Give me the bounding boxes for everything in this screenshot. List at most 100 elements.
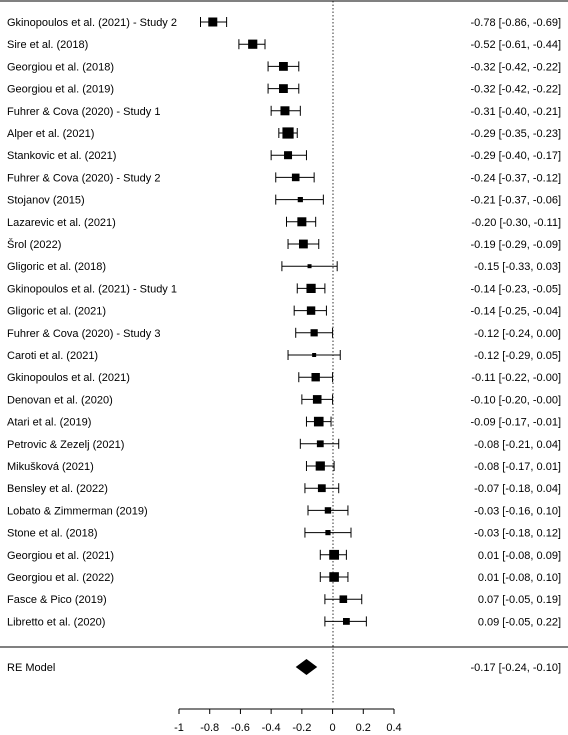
x-tick-label: -0.4 xyxy=(262,722,281,734)
estimate-square xyxy=(306,283,316,293)
estimate-square xyxy=(312,395,322,404)
study-row: Petrovic & Zezelj (2021) -0.08 [-0.21, 0.… xyxy=(7,438,561,451)
study-label: Stankovic et al. (2021) xyxy=(7,150,116,162)
ci-text: 0.01 [-0.08, 0.10] xyxy=(478,572,561,584)
study-label: Fasce & Pico (2019) xyxy=(7,594,107,606)
ci-text: -0.29 [-0.40, -0.17] xyxy=(471,150,562,162)
x-tick-label: -1 xyxy=(174,722,184,734)
study-row: Georgiou et al. (2022) 0.01 [-0.08, 0.10… xyxy=(7,572,561,584)
study-label: Georgiou et al. (2018) xyxy=(7,61,114,73)
ci-text: -0.14 [-0.23, -0.05] xyxy=(471,283,562,295)
ci-text: -0.32 [-0.42, -0.22] xyxy=(471,84,562,96)
ci-text: -0.19 [-0.29, -0.09] xyxy=(471,239,562,251)
x-tick-label: 0.2 xyxy=(356,722,371,734)
study-row: Lazarevic et al. (2021) -0.20 [-0.30, -0.… xyxy=(7,216,561,229)
estimate-square xyxy=(342,618,350,625)
estimate-square xyxy=(208,17,218,27)
study-label: Šrol (2022) xyxy=(7,238,61,251)
study-row: Sire et al. (2018) -0.52 [-0.61, -0.44] xyxy=(7,39,561,51)
study-row: Fuhrer & Cova (2020) - Study 2 -0.24 [-0.… xyxy=(7,172,561,184)
ci-text: -0.11 [-0.22, -0.00] xyxy=(471,372,561,384)
study-row: Fasce & Pico (2019) 0.07 [-0.05, 0.19] xyxy=(7,594,561,606)
estimate-square xyxy=(329,572,339,582)
estimate-square xyxy=(280,106,290,116)
ci-text: -0.29 [-0.35, -0.23] xyxy=(471,128,562,140)
study-label: Gkinopoulos et al. (2021) - Study 1 xyxy=(7,283,177,295)
study-row: Šrol (2022) -0.19 [-0.29, -0.09] xyxy=(7,238,561,251)
ci-text: -0.10 [-0.20, -0.00] xyxy=(471,394,562,406)
x-tick-label: -0.6 xyxy=(231,722,250,734)
ci-text: -0.08 [-0.17, 0.01] xyxy=(474,461,561,473)
summary-ci-text: -0.17 [-0.24, -0.10] xyxy=(471,662,562,674)
study-label: Petrovic & Zezelj (2021) xyxy=(7,439,124,451)
ci-text: -0.52 [-0.61, -0.44] xyxy=(471,39,562,51)
ci-text: 0.01 [-0.08, 0.09] xyxy=(478,550,561,562)
ci-text: -0.15 [-0.33, 0.03] xyxy=(474,261,561,273)
ci-text: -0.08 [-0.21, 0.04] xyxy=(474,439,561,451)
estimate-square xyxy=(307,264,312,269)
estimate-square xyxy=(306,306,316,315)
ci-text: -0.12 [-0.29, 0.05] xyxy=(474,350,561,362)
study-row: Gkinopoulos et al. (2021) - Study 1 -0.14… xyxy=(7,283,561,295)
study-row: Fuhrer & Cova (2020) - Study 1 -0.31 [-0.… xyxy=(7,105,561,118)
estimate-square xyxy=(284,151,293,160)
estimate-square xyxy=(313,416,324,427)
x-tick-label: -0.2 xyxy=(292,722,311,734)
study-row: Denovan et al. (2020) -0.10 [-0.20, -0.00… xyxy=(7,394,561,406)
ci-text: -0.09 [-0.17, -0.01] xyxy=(471,417,562,429)
study-row: Fuhrer & Cova (2020) - Study 3 -0.12 [-0.… xyxy=(7,327,561,340)
study-label: Georgiou et al. (2021) xyxy=(7,550,114,562)
estimate-square xyxy=(311,373,320,382)
study-label: Lobato & Zimmerman (2019) xyxy=(7,505,148,517)
estimate-square xyxy=(315,461,325,471)
x-tick-label: 0.4 xyxy=(386,722,401,734)
summary-diamond xyxy=(295,659,318,675)
study-label: Georgiou et al. (2019) xyxy=(7,84,114,96)
study-label: Libretto et al. (2020) xyxy=(7,616,105,628)
estimate-square xyxy=(291,173,300,182)
study-row: Stone et al. (2018) -0.03 [-0.18, 0.12] xyxy=(7,527,561,540)
estimate-square xyxy=(279,84,288,93)
study-label: Fuhrer & Cova (2020) - Study 1 xyxy=(7,106,160,118)
summary-label: RE Model xyxy=(7,662,55,674)
study-label: Fuhrer & Cova (2020) - Study 3 xyxy=(7,328,160,340)
ci-text: -0.12 [-0.24, 0.00] xyxy=(474,328,561,340)
ci-text: -0.78 [-0.86, -0.69] xyxy=(471,17,562,29)
study-row: Caroti et al. (2021) -0.12 [-0.29, 0.05] xyxy=(7,350,561,362)
study-label: Fuhrer & Cova (2020) - Study 2 xyxy=(7,172,160,184)
study-label: Denovan et al. (2020) xyxy=(7,394,113,406)
ci-text: -0.21 [-0.37, -0.06] xyxy=(471,195,562,207)
estimate-square xyxy=(324,507,332,514)
estimate-square xyxy=(312,353,317,357)
study-label: Atari et al. (2019) xyxy=(7,417,91,429)
estimate-square xyxy=(298,239,308,249)
estimate-square xyxy=(297,197,303,203)
study-label: Mikušková (2021) xyxy=(7,461,94,473)
study-label: Gkinopoulos et al. (2021) xyxy=(7,372,130,384)
study-row: Bensley et al. (2022) -0.07 [-0.18, 0.04] xyxy=(7,483,561,495)
estimate-square xyxy=(317,484,326,493)
study-row: Georgiou et al. (2021) 0.01 [-0.08, 0.09… xyxy=(7,549,561,562)
ci-text: -0.20 [-0.30, -0.11] xyxy=(471,217,561,229)
study-row: Lobato & Zimmerman (2019) -0.03 [-0.16, 0… xyxy=(7,505,561,517)
estimate-square xyxy=(316,440,324,448)
estimate-square xyxy=(279,62,288,71)
study-label: Sire et al. (2018) xyxy=(7,39,88,51)
x-tick-label: -0.8 xyxy=(200,722,219,734)
study-row: Georgiou et al. (2018) -0.32 [-0.42, -0.2… xyxy=(7,61,561,73)
study-row: Gligoric et al. (2021) -0.14 [-0.25, -0.0… xyxy=(7,305,561,318)
study-row: Stojanov (2015) -0.21 [-0.37, -0.06] xyxy=(7,194,562,207)
study-label: Gligoric et al. (2018) xyxy=(7,261,106,273)
study-label: Caroti et al. (2021) xyxy=(7,350,98,362)
ci-text: -0.24 [-0.37, -0.12] xyxy=(471,172,562,184)
study-row: Atari et al. (2019) -0.09 [-0.17, -0.01] xyxy=(7,416,562,429)
ci-text: -0.03 [-0.18, 0.12] xyxy=(474,528,561,540)
ci-text: 0.09 [-0.05, 0.22] xyxy=(478,616,561,628)
x-tick-label: 0 xyxy=(330,722,336,734)
study-row: Alper et al. (2021) -0.29 [-0.35, -0.23] xyxy=(7,127,561,140)
estimate-square xyxy=(248,39,258,49)
study-label: Gligoric et al. (2021) xyxy=(7,306,106,318)
ci-text: -0.07 [-0.18, 0.04] xyxy=(474,483,561,495)
estimate-square xyxy=(297,217,307,227)
